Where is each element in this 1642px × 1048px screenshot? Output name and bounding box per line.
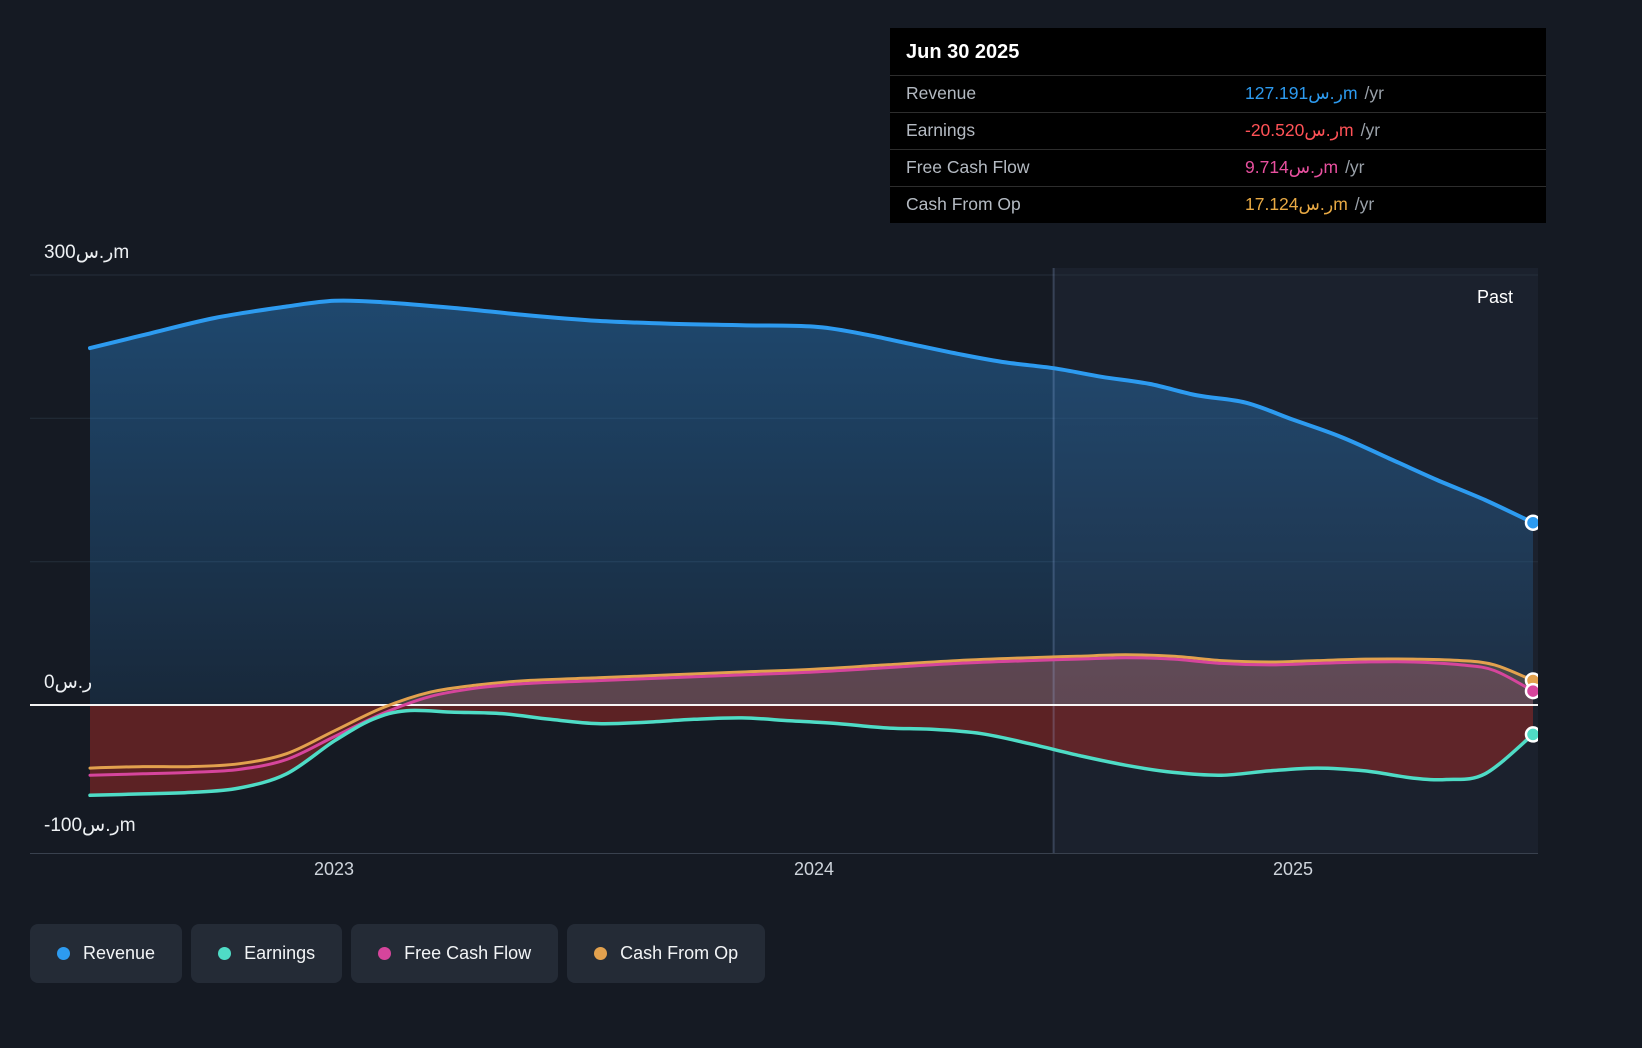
y-axis-label-0: 0ر.س	[44, 672, 93, 693]
x-axis-tick-2025: 2025	[1272, 859, 1314, 879]
chart-plot-area[interactable]	[30, 268, 1538, 853]
tooltip-value-earnings: -20.520ر.سm	[1245, 120, 1354, 140]
tooltip-value-free-cash-flow: 9.714ر.سm	[1245, 157, 1339, 177]
past-label: Past	[1477, 287, 1514, 307]
y-axis-label-300: 300ر.سm	[44, 242, 130, 263]
y-axis-label-neg-100: -100ر.سm	[44, 815, 136, 836]
tooltip-row-earnings: Earnings -20.520ر.سm /yr	[890, 112, 1546, 149]
tooltip-unit-revenue: /yr	[1364, 83, 1384, 103]
legend-item-earnings[interactable]: Earnings	[191, 924, 343, 983]
legend-item-cash-from-op[interactable]: Cash From Op	[567, 924, 766, 983]
legend-label-revenue: Revenue	[83, 943, 156, 963]
chart-tooltip: Jun 30 2025 Revenue 127.191ر.سm /yr Earn…	[890, 28, 1546, 223]
x-axis-tick-2024: 2024	[793, 859, 835, 879]
legend-label-cash-from-op: Cash From Op	[620, 943, 739, 963]
tooltip-row-revenue: Revenue 127.191ر.سm /yr	[890, 75, 1546, 112]
tooltip-value-cash-from-op: 17.124ر.سm	[1245, 194, 1348, 214]
tooltip-value-revenue: 127.191ر.سm	[1245, 83, 1358, 103]
tooltip-label-cash-from-op: Cash From Op	[906, 194, 1021, 214]
x-axis-tick-2023: 2023	[313, 859, 355, 879]
chart-legend: Revenue Earnings Free Cash Flow Cash Fro…	[30, 924, 766, 983]
tooltip-label-free-cash-flow: Free Cash Flow	[906, 157, 1030, 177]
free-cash-flow-dot-icon	[378, 947, 392, 960]
x-axis-line	[30, 853, 1538, 854]
earnings-dot-icon	[218, 947, 232, 960]
legend-label-earnings: Earnings	[244, 943, 316, 963]
legend-item-revenue[interactable]: Revenue	[30, 924, 183, 983]
tooltip-label-earnings: Earnings	[906, 120, 976, 140]
tooltip-row-free-cash-flow: Free Cash Flow 9.714ر.سm /yr	[890, 149, 1546, 186]
legend-item-free-cash-flow[interactable]: Free Cash Flow	[351, 924, 559, 983]
tooltip-unit-free-cash-flow: /yr	[1345, 157, 1365, 177]
tooltip-unit-earnings: /yr	[1360, 120, 1381, 140]
cash-from-op-dot-icon	[594, 947, 608, 960]
tooltip-date: Jun 30 2025	[906, 41, 1020, 63]
legend-label-free-cash-flow: Free Cash Flow	[404, 943, 532, 963]
tooltip-label-revenue: Revenue	[906, 83, 977, 103]
revenue-dot-icon	[57, 947, 70, 960]
tooltip-unit-cash-from-op: /yr	[1354, 194, 1375, 214]
tooltip-row-cash-from-op: Cash From Op 17.124ر.سm /yr	[890, 186, 1546, 223]
